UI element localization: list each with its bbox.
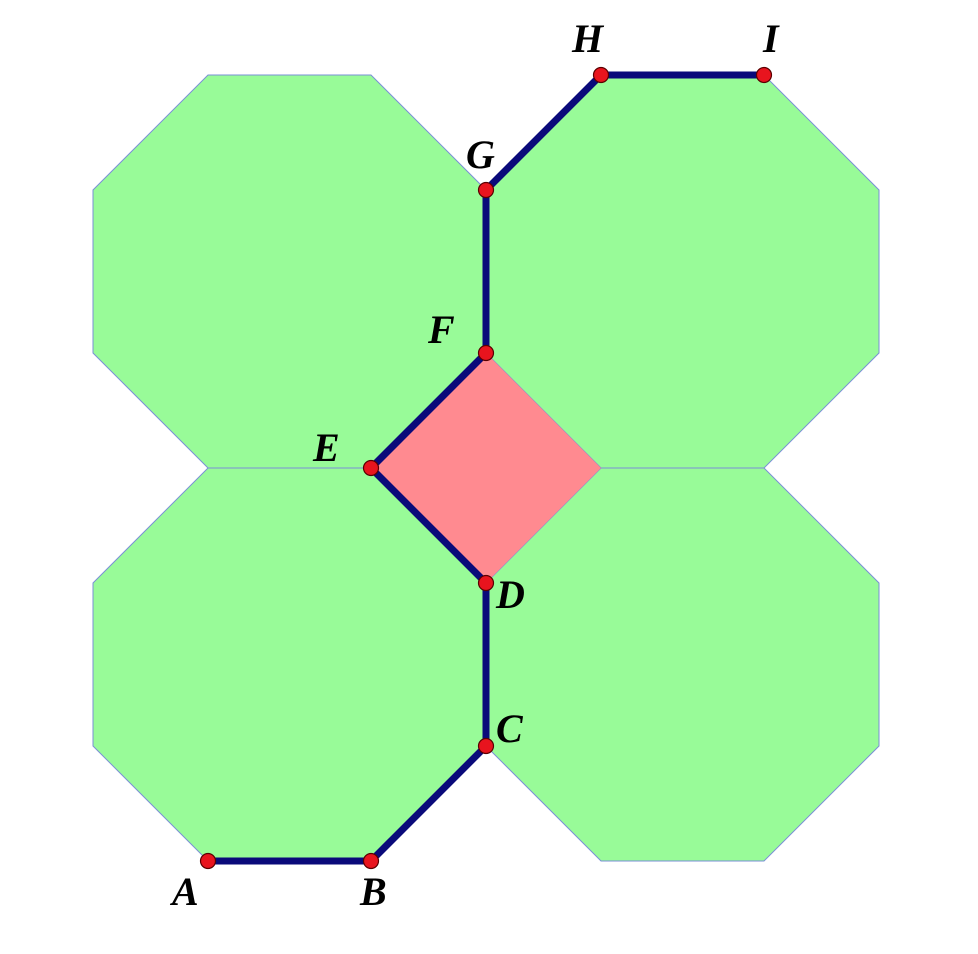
segment-bc	[367, 742, 490, 865]
label-i: I	[762, 16, 780, 61]
label-f: F	[427, 307, 455, 352]
vertex-g	[477, 181, 495, 199]
label-e: E	[312, 425, 340, 470]
label-d: D	[495, 572, 525, 617]
vertex-d	[477, 574, 495, 592]
path-layer	[204, 71, 768, 865]
vertex-f	[477, 344, 495, 362]
vertex-h	[592, 66, 610, 84]
segment-gh	[482, 71, 605, 194]
label-h: H	[571, 16, 605, 61]
segment-de	[367, 464, 490, 587]
label-a: A	[169, 869, 199, 914]
vertex-i	[755, 66, 773, 84]
vertex-b	[362, 852, 380, 870]
segment-ef	[367, 349, 490, 472]
vertex-layer	[199, 66, 773, 870]
label-layer: A B C D E F G H I	[169, 16, 780, 914]
label-g: G	[466, 132, 495, 177]
label-b: B	[359, 869, 387, 914]
vertex-a	[199, 852, 217, 870]
label-c: C	[496, 706, 524, 751]
octagon-bottom-right	[485, 467, 880, 862]
vertex-e	[362, 459, 380, 477]
vertex-c	[477, 737, 495, 755]
